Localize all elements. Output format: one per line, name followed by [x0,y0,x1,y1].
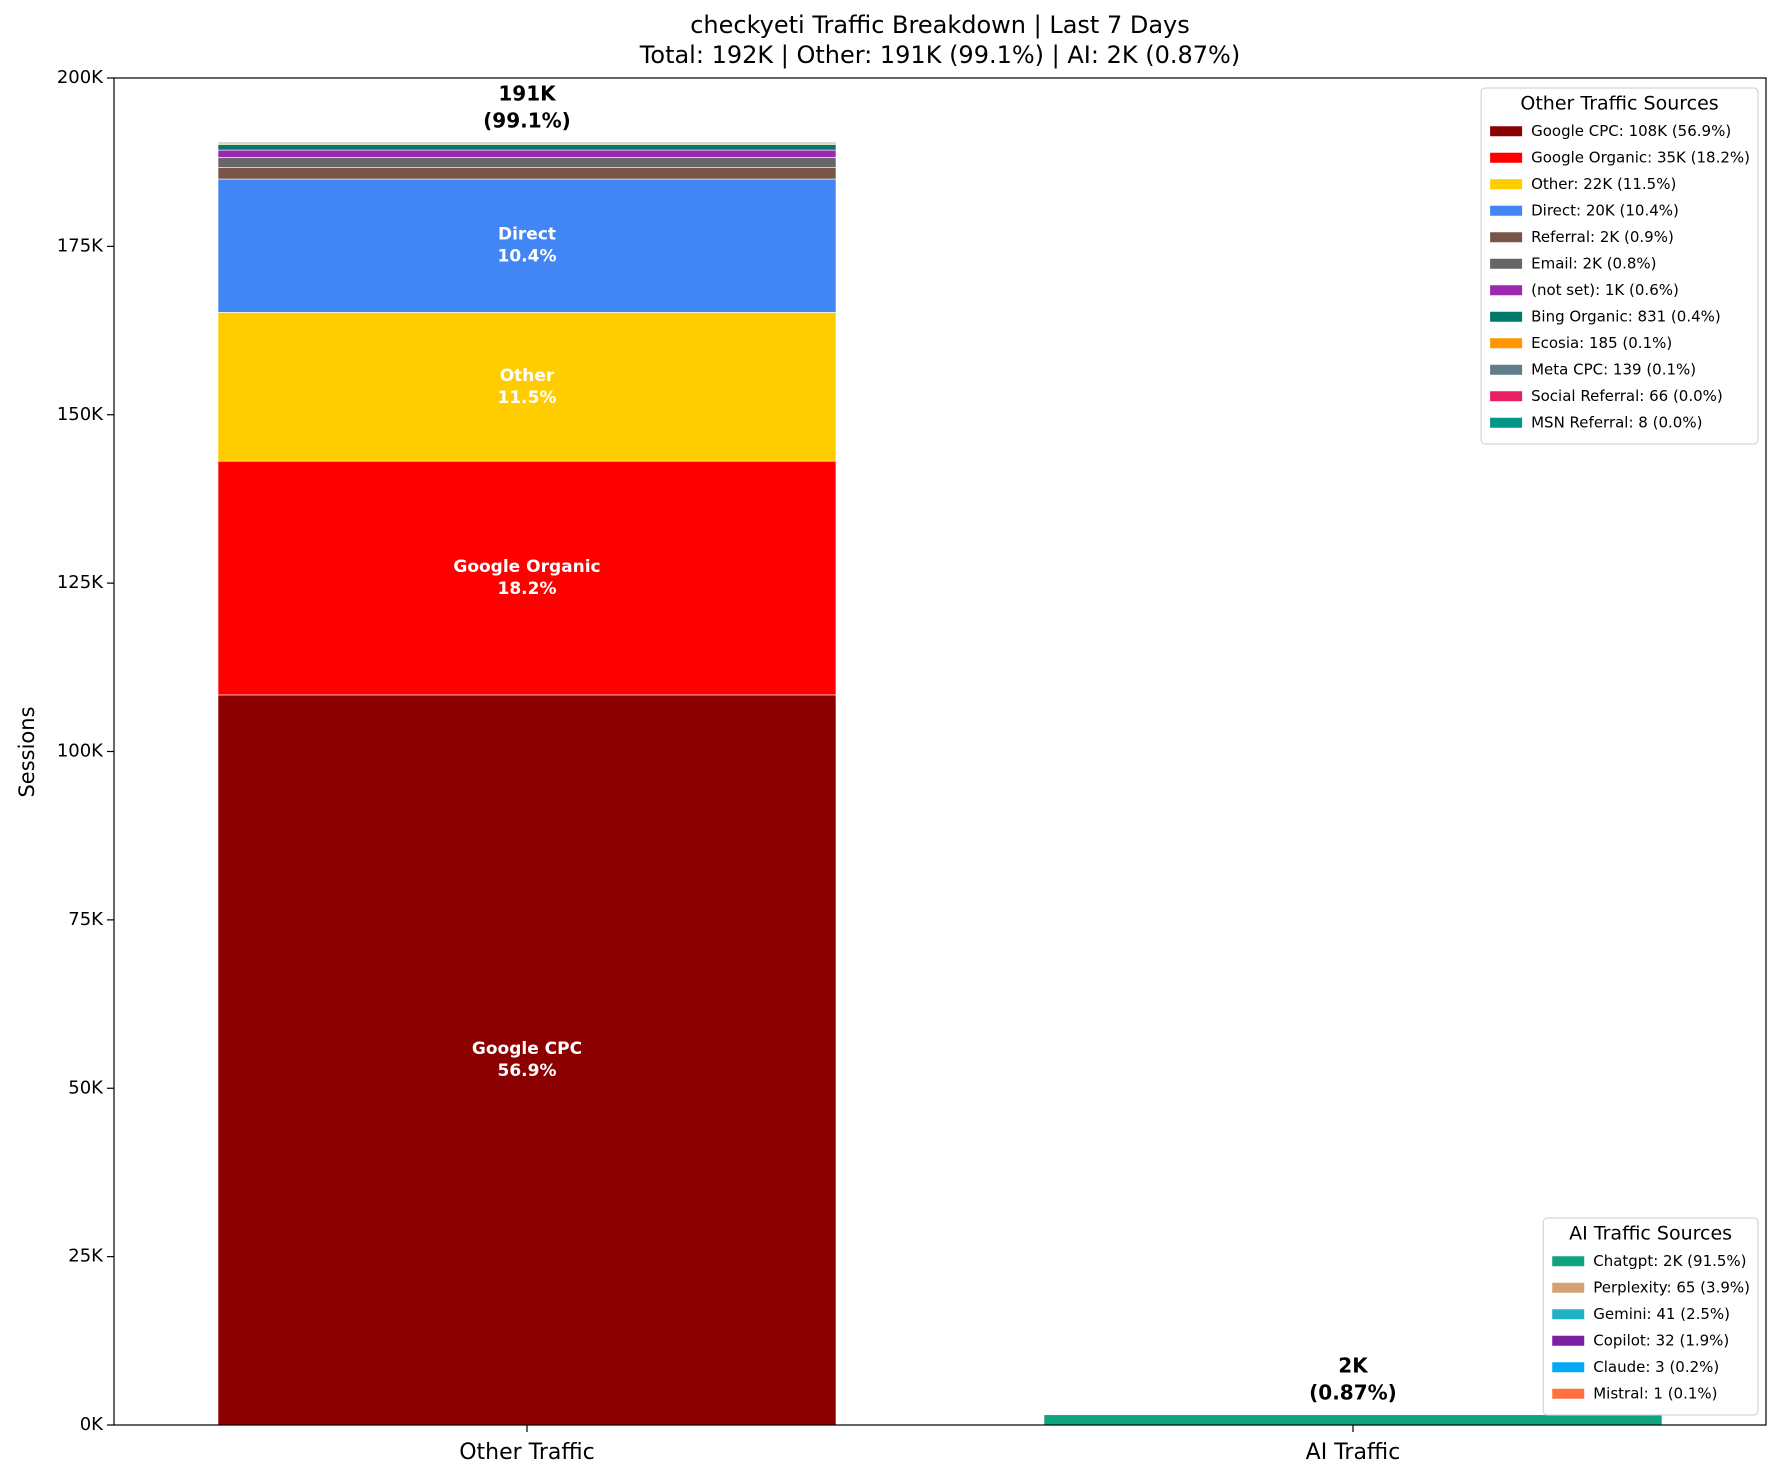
legend-label: Other: 22K (11.5%) [1531,175,1676,193]
stack-total-label: 2K [1338,1353,1369,1377]
legend: Other Traffic Sources Google CPC: 108K (5… [1480,87,1759,445]
legend-label: Ecosia: 185 (0.1%) [1531,334,1672,352]
legend-swatch [1490,391,1523,402]
stack-total-label: 191K [498,81,557,105]
bar-segment [217,460,837,696]
bar-segment [217,178,837,313]
legend-title: Other Traffic Sources [1520,93,1718,115]
y-tick-label: 50K [68,1077,104,1098]
legend-label: Google Organic: 35K (18.2%) [1531,148,1750,166]
legend-label: Claude: 3 (0.2%) [1593,1358,1719,1376]
bar-segment [217,149,837,158]
legend-swatch [1552,1282,1585,1293]
legend-swatch [1490,179,1523,190]
segment-label: 11.5% [498,388,557,408]
legend-label: Direct: 20K (10.4%) [1531,201,1679,219]
y-tick-label: 200K [57,67,104,88]
legend-label: Chatgpt: 2K (91.5%) [1593,1252,1746,1270]
legend-label: Bing Organic: 831 (0.4%) [1531,307,1721,325]
segment-label: Google CPC [472,1039,582,1059]
legend-label: Copilot: 32 (1.9%) [1593,1331,1729,1349]
legend-label: Referral: 2K (0.9%) [1531,228,1674,246]
chart-title: checkyeti Traffic Breakdown | Last 7 Day… [690,11,1190,39]
plot-frame [113,77,1767,1426]
stack-total-label: (0.87%) [1309,1380,1397,1404]
legend-swatch [1490,232,1523,243]
legend-swatch [1490,311,1523,322]
chart-subtitle: Total: 192K | Other: 191K (99.1%) | AI: … [639,41,1240,69]
legend-label: Meta CPC: 139 (0.1%) [1531,360,1696,378]
legend-swatch [1552,1388,1585,1399]
bar-segment [217,157,837,168]
y-tick-label: 0K [80,1414,104,1435]
legend-label: Social Referral: 66 (0.0%) [1531,387,1723,405]
y-tick-label: 150K [57,404,104,425]
legend-swatch [1552,1362,1585,1373]
bar-segment [217,167,837,180]
x-tick-label: AI Traffic [1306,1440,1401,1465]
legend-swatch [1490,338,1523,349]
legend-box [1542,1217,1759,1416]
segment-label: 10.4% [498,247,557,267]
legend-label: Gemini: 41 (2.5%) [1593,1305,1730,1323]
x-tick-label: Other Traffic [459,1440,595,1465]
legend-swatch [1490,258,1523,269]
y-tick-label: 175K [57,235,104,256]
y-axis-label: Sessions [15,706,39,797]
legend-swatch [1490,364,1523,375]
y-tick-label: 125K [57,572,104,593]
legend-label: MSN Referral: 8 (0.0%) [1531,413,1702,431]
legend-swatch [1490,126,1523,137]
segment-label: 56.9% [498,1061,557,1081]
bar-segment [217,694,837,1426]
legend-swatch [1552,1256,1585,1267]
legend-label: Mistral: 1 (0.1%) [1593,1384,1717,1402]
y-tick-label: 75K [68,909,104,930]
segment-label: 18.2% [498,579,557,599]
bar-segment [1043,1414,1663,1426]
bar-segment [217,144,837,151]
legend-swatch [1490,152,1523,163]
legend-label: Perplexity: 65 (3.9%) [1593,1278,1750,1296]
y-tick-label: 25K [68,1246,104,1267]
stack-total-label: (99.1%) [483,108,571,132]
legend-label: Email: 2K (0.8%) [1531,254,1656,272]
legend-swatch [1490,417,1523,428]
segment-label: Other [500,366,555,386]
legend-box [1480,87,1759,445]
legend: AI Traffic Sources Chatgpt: 2K (91.5%) Per… [1542,1217,1759,1416]
y-tick-label: 100K [57,741,104,762]
legend-swatch [1490,285,1523,296]
legend-label: (not set): 1K (0.6%) [1531,281,1679,299]
segment-label: Google Organic [453,557,600,577]
bar-segment [217,312,837,462]
legend-swatch [1552,1335,1585,1346]
legend-swatch [1490,205,1523,216]
segment-label: Direct [498,225,556,245]
legend-label: Google CPC: 108K (56.9%) [1531,122,1731,140]
legend-swatch [1552,1309,1585,1320]
legend-title: AI Traffic Sources [1569,1223,1732,1245]
